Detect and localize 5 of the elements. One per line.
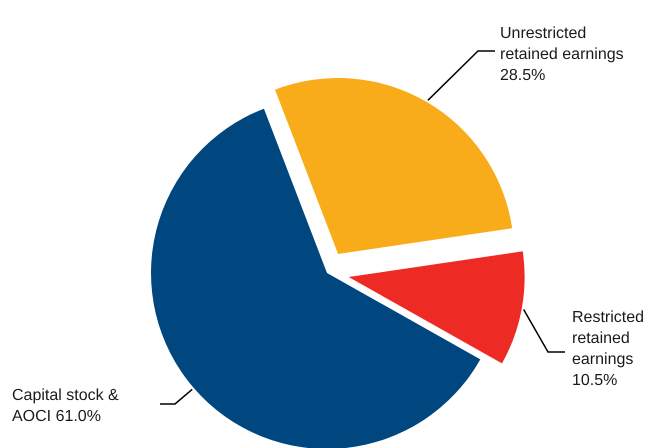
- data-label: 28.5%: [500, 67, 546, 84]
- slice-label: Capital stock & AOCI 61.0%: [12, 387, 120, 425]
- slice-label: Restricted retained earnings: [572, 309, 644, 368]
- data-label: 10.5%: [572, 372, 618, 389]
- slice-label: Unrestricted retained earnings: [500, 25, 624, 63]
